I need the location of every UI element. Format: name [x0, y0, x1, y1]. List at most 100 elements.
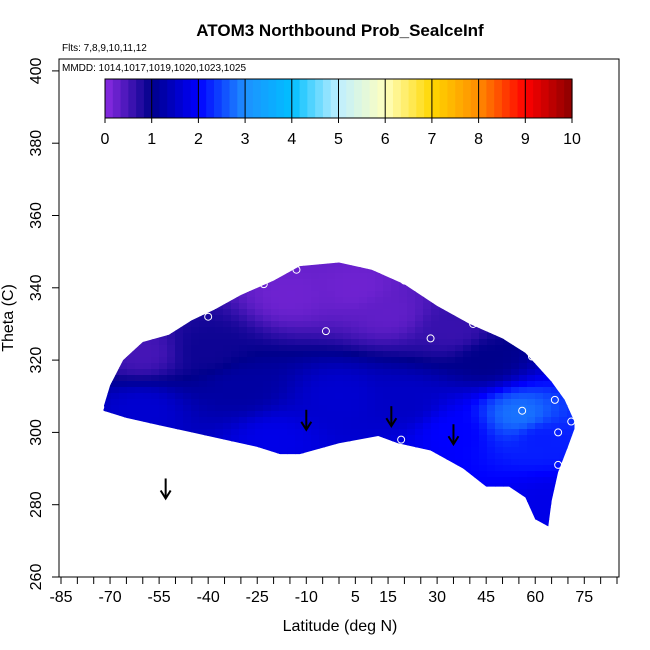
heat-cell	[183, 345, 192, 352]
heat-cell	[423, 405, 432, 412]
heat-cell	[103, 381, 112, 388]
heat-cell	[519, 471, 528, 478]
heat-cell	[431, 477, 440, 484]
colorbar-segment	[268, 79, 277, 118]
heat-cell	[343, 345, 352, 352]
heat-cell	[207, 435, 216, 442]
heat-cell	[543, 351, 552, 358]
heat-cell	[543, 315, 552, 322]
heat-cell	[311, 459, 320, 466]
heat-cell	[271, 387, 280, 394]
heat-cell	[271, 267, 280, 274]
heat-cell	[495, 285, 504, 292]
heat-cell	[135, 315, 144, 322]
heat-cell	[135, 345, 144, 352]
heat-cell	[151, 393, 160, 400]
heat-cell	[359, 351, 368, 358]
heat-cell	[375, 489, 384, 496]
heat-cell	[487, 453, 496, 460]
heat-cell	[119, 489, 128, 496]
heat-cell	[175, 255, 184, 262]
heat-cell	[95, 369, 104, 376]
heat-cell	[583, 279, 592, 286]
heat-cell	[119, 351, 128, 358]
heat-cell	[431, 357, 440, 364]
heat-cell	[447, 411, 456, 418]
heat-cell	[255, 339, 264, 346]
heat-cell	[375, 375, 384, 382]
heat-cell	[231, 477, 240, 484]
heat-cell	[191, 405, 200, 412]
heat-cell	[215, 465, 224, 472]
heat-cell	[167, 315, 176, 322]
heat-cell	[247, 339, 256, 346]
heat-cell	[551, 405, 560, 412]
heat-cell	[287, 453, 296, 460]
x-tick-label: -40	[197, 589, 220, 606]
heat-cell	[199, 495, 208, 502]
heat-cell	[479, 459, 488, 466]
heat-cell	[335, 363, 344, 370]
heat-cell	[279, 297, 288, 304]
heat-cell	[303, 483, 312, 490]
heat-cell	[439, 255, 448, 262]
heat-cell	[359, 279, 368, 286]
heat-cell	[247, 489, 256, 496]
heat-cell	[391, 303, 400, 310]
heat-cell	[383, 453, 392, 460]
heat-cell	[151, 525, 160, 527]
heat-cell	[383, 423, 392, 430]
heat-cell	[471, 423, 480, 430]
heat-cell	[367, 255, 376, 262]
heat-cell	[335, 351, 344, 358]
heat-cell	[431, 447, 440, 454]
heat-cell	[527, 519, 536, 526]
heat-cell	[119, 303, 128, 310]
heat-cell	[359, 525, 368, 527]
heat-cell	[103, 297, 112, 304]
heat-cell	[343, 453, 352, 460]
heat-cell	[511, 303, 520, 310]
heat-cell	[399, 507, 408, 514]
heat-cell	[239, 309, 248, 316]
heat-cell	[551, 525, 560, 527]
heat-cell	[295, 321, 304, 328]
sample-circle	[567, 417, 576, 426]
heat-cell	[231, 375, 240, 382]
heat-cell	[263, 411, 272, 418]
heat-cell	[335, 339, 344, 346]
heat-cell	[351, 399, 360, 406]
heat-cell	[231, 291, 240, 298]
heat-cell	[311, 351, 320, 358]
heat-cell	[255, 441, 264, 448]
heat-cell	[239, 357, 248, 364]
heat-cell	[479, 525, 488, 527]
heat-cell	[271, 321, 280, 328]
heat-cell	[295, 519, 304, 526]
heat-cell	[543, 369, 552, 376]
heat-cell	[463, 489, 472, 496]
heat-cell	[143, 279, 152, 286]
heat-cell	[319, 417, 328, 424]
heat-cell	[583, 411, 592, 418]
colorbar-segment	[338, 79, 347, 118]
heat-cell	[239, 423, 248, 430]
heat-cell	[431, 267, 440, 274]
heat-cell	[535, 285, 544, 292]
heat-cell	[495, 339, 504, 346]
heat-cell	[343, 483, 352, 490]
heat-cell	[415, 441, 424, 448]
heat-cell	[207, 471, 216, 478]
heat-cell	[351, 423, 360, 430]
heat-cell	[127, 303, 136, 310]
colorbar-segment	[245, 79, 254, 118]
heat-cell	[335, 387, 344, 394]
heat-cell	[519, 267, 528, 274]
heat-cell	[95, 297, 104, 304]
heat-cell	[463, 483, 472, 490]
heat-cell	[407, 381, 416, 388]
heat-cell	[375, 519, 384, 526]
heat-cell	[447, 471, 456, 478]
heat-cell	[239, 411, 248, 418]
heat-cell	[423, 495, 432, 502]
